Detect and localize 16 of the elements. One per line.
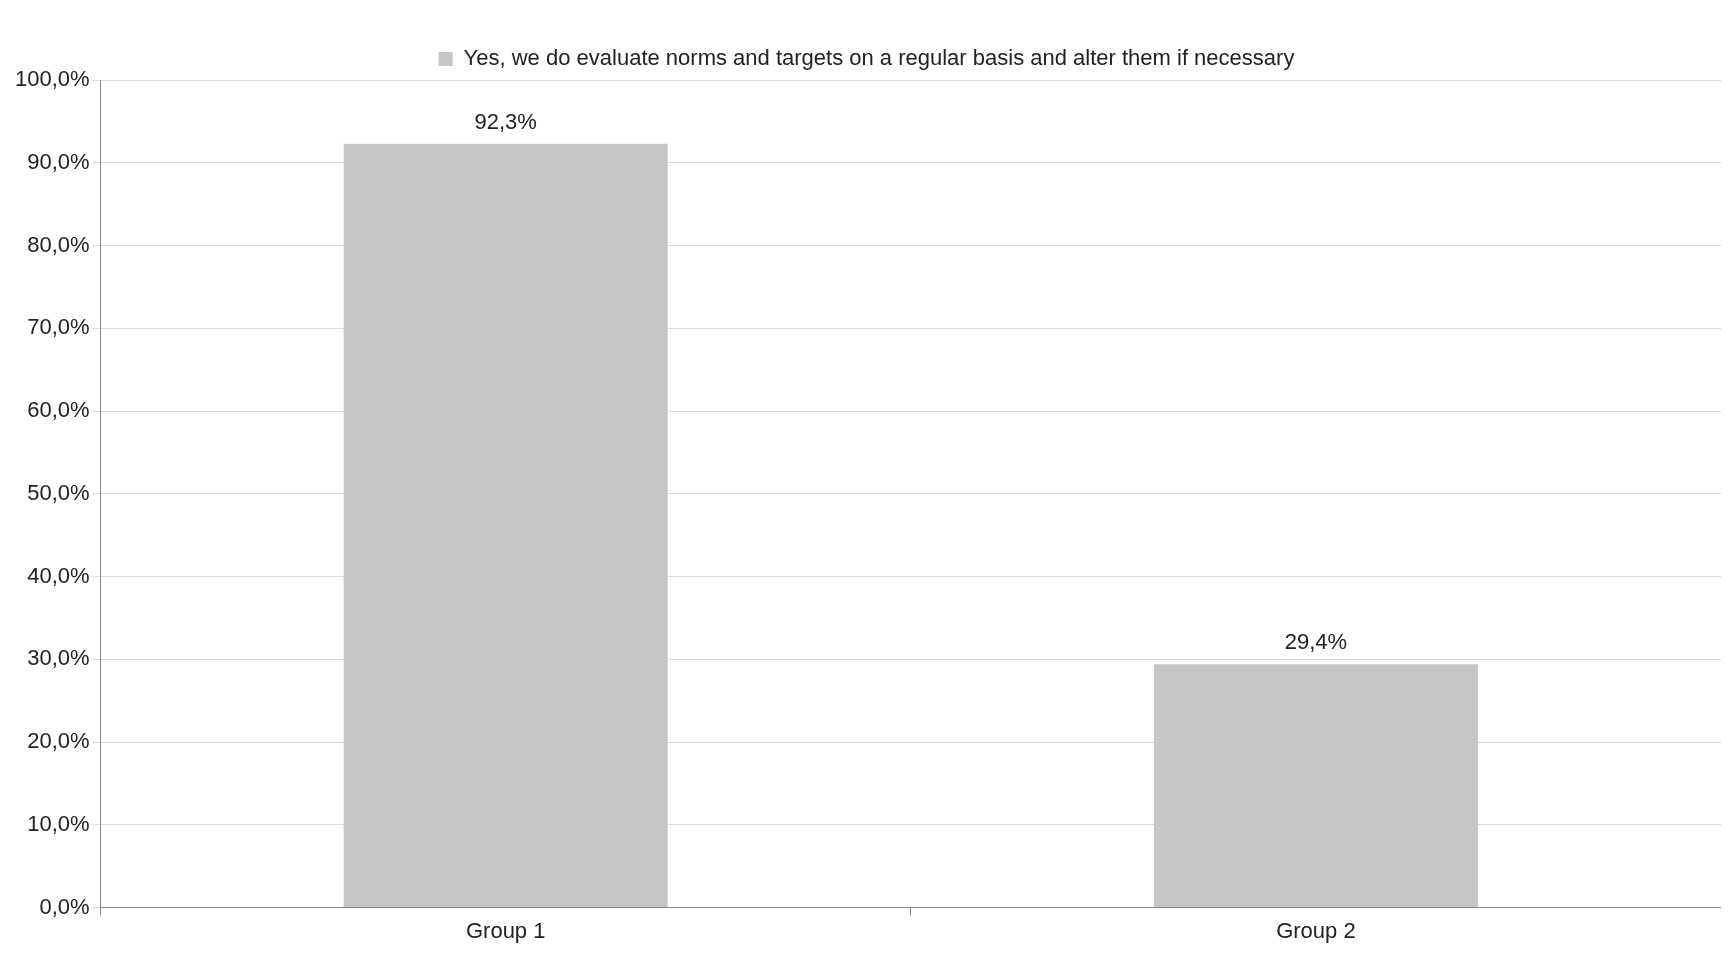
y-tick-label: 20,0%: [27, 728, 90, 754]
y-tick-label: 10,0%: [27, 810, 90, 836]
y-tick-label: 60,0%: [27, 397, 90, 423]
data-label: 92,3%: [474, 108, 537, 134]
y-tick-label: 80,0%: [27, 231, 90, 257]
y-tick-label: 100,0%: [14, 66, 90, 92]
y-tick-label: 70,0%: [27, 314, 90, 340]
y-tick-label: 50,0%: [27, 479, 90, 505]
y-tick-label: 30,0%: [27, 645, 90, 671]
data-label: 29,4%: [1284, 629, 1348, 655]
y-tick-label: 90,0%: [27, 148, 90, 174]
y-tick-label: 0,0%: [39, 893, 90, 919]
y-tick-label: 40,0%: [27, 562, 90, 588]
legend-label: Yes, we do evaluate norms and targets on a regular basis and alter them if necessary: [463, 45, 1295, 71]
x-tick-label: Group 1: [465, 917, 546, 943]
x-tick-label: Group 2: [1276, 917, 1356, 943]
